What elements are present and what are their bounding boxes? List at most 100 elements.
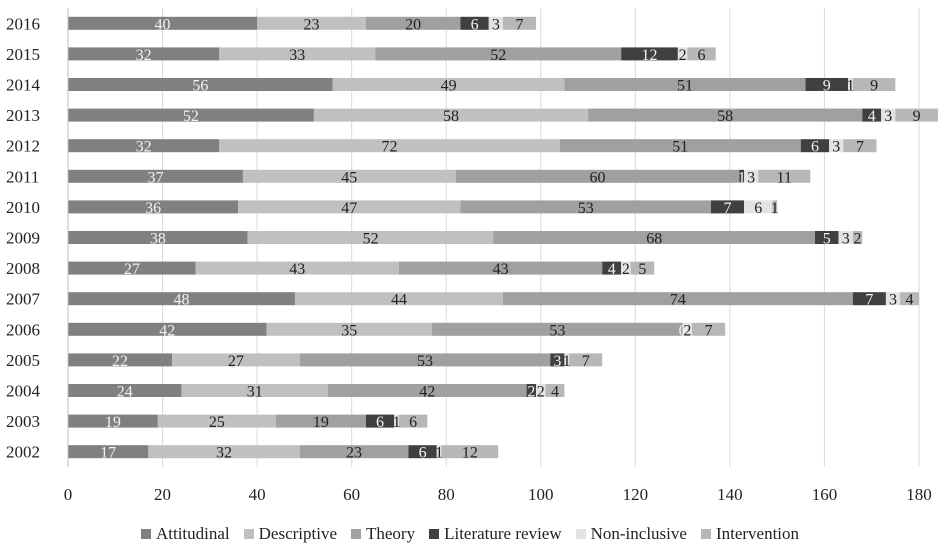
bar-segment [744,200,773,214]
y-tick-label: 2004 [6,382,41,401]
bar-segment [68,292,295,306]
bar-segment [68,384,182,397]
bar-segment [68,47,220,61]
data-label: 9 [823,78,831,95]
bar-segment [710,200,745,214]
data-label: 48 [173,292,189,309]
bar-segment [526,384,537,397]
data-label: 38 [150,231,166,248]
bar-segment [257,16,366,30]
legend-swatch [700,529,711,539]
data-label: 42 [159,322,175,339]
data-label: 53 [417,353,433,370]
data-label: 6 [419,445,427,462]
bar-segment [365,16,461,30]
bar-segment [68,414,158,428]
data-label: 32 [136,47,152,64]
data-label: 0 [679,322,687,339]
bar-segment [394,414,399,428]
y-tick-label: 2014 [6,76,41,95]
bar-segment [148,445,300,459]
data-label: 1 [771,200,779,217]
data-label: 60 [590,169,606,186]
bar-segment [398,261,603,275]
bar-segment [502,16,537,30]
bar-segment [550,353,565,367]
bar-segment [294,292,503,306]
data-label: 1 [738,169,746,186]
bar-segment [862,108,882,122]
y-tick-label: 2011 [6,167,39,186]
bar-segment [68,445,149,459]
bar-segment [545,384,565,397]
data-label: 2 [683,322,691,339]
data-label: 17 [100,445,116,462]
bar-segment [800,139,830,153]
data-label: 43 [289,261,305,278]
data-label: 24 [117,384,133,401]
bar-segment [602,261,622,275]
data-label: 2 [679,47,687,64]
data-label: 58 [717,108,733,125]
data-label: 5 [638,261,646,278]
bar-segment [848,78,853,91]
bar-segment [682,322,693,336]
data-label: 6 [698,47,706,64]
y-tick-label: 2002 [6,443,40,462]
y-tick-label: 2012 [6,137,40,156]
data-label: 12 [642,47,658,64]
y-axis: 2016 2015 2014 2013 2012 2011 2010 2009 2008 2007… [6,8,69,467]
data-label: 3 [889,292,897,309]
bar-segment [365,414,395,428]
data-label: 7 [856,139,864,156]
bar-segment [564,353,570,367]
bar-segment [68,169,243,183]
bar-segment [772,200,778,214]
data-label: 72 [381,139,397,156]
bar-segment [502,292,853,306]
bar-segment [432,322,683,336]
data-label: 44 [391,292,407,309]
bar-segment [493,231,815,244]
data-label: 52 [363,231,379,248]
data-label: 7 [865,292,873,309]
data-label: 51 [677,78,693,95]
data-label: 1 [563,353,571,370]
data-label: 49 [441,78,457,95]
bar-segment [68,261,196,275]
data-label: 52 [490,47,506,64]
bar-segment [398,414,428,428]
bar-segment [313,108,589,122]
data-label: 32 [136,139,152,156]
x-tick-label: 140 [717,485,743,504]
bar-segment [677,47,688,61]
legend-label: Literature review [444,524,562,543]
stacked-bar-chart: 40 23 20 6 3 732 33 52 12 2 656 49 51 9 1 952 58 58 4 3 932 7… [6,8,938,504]
bar-segment [692,322,726,336]
data-label: 2 [854,231,862,248]
data-label: 7 [516,16,524,33]
bar-segment [172,353,300,367]
x-tick-label: 120 [623,485,649,504]
bar-segment [569,353,603,367]
data-label: 23 [303,16,319,33]
bar-segment [805,78,849,91]
legend-item: Intervention [700,524,799,544]
y-tick-label: 2015 [6,45,40,64]
data-label: 33 [289,47,305,64]
data-label: 47 [341,200,357,217]
legend-item: Literature review [429,524,562,544]
bars [68,16,938,459]
bar-segment [739,169,745,183]
bar-segment [68,78,333,91]
bar-segment [219,47,376,61]
data-label: 6 [811,139,819,156]
x-tick-label: 40 [249,485,266,504]
data-label: 36 [145,200,161,217]
data-label: 9 [913,108,921,125]
bar-segment [843,139,877,153]
data-label: 1 [393,414,401,431]
x-tick-label: 160 [812,485,838,504]
x-tick-label: 20 [154,485,171,504]
data-label: 40 [155,16,171,33]
